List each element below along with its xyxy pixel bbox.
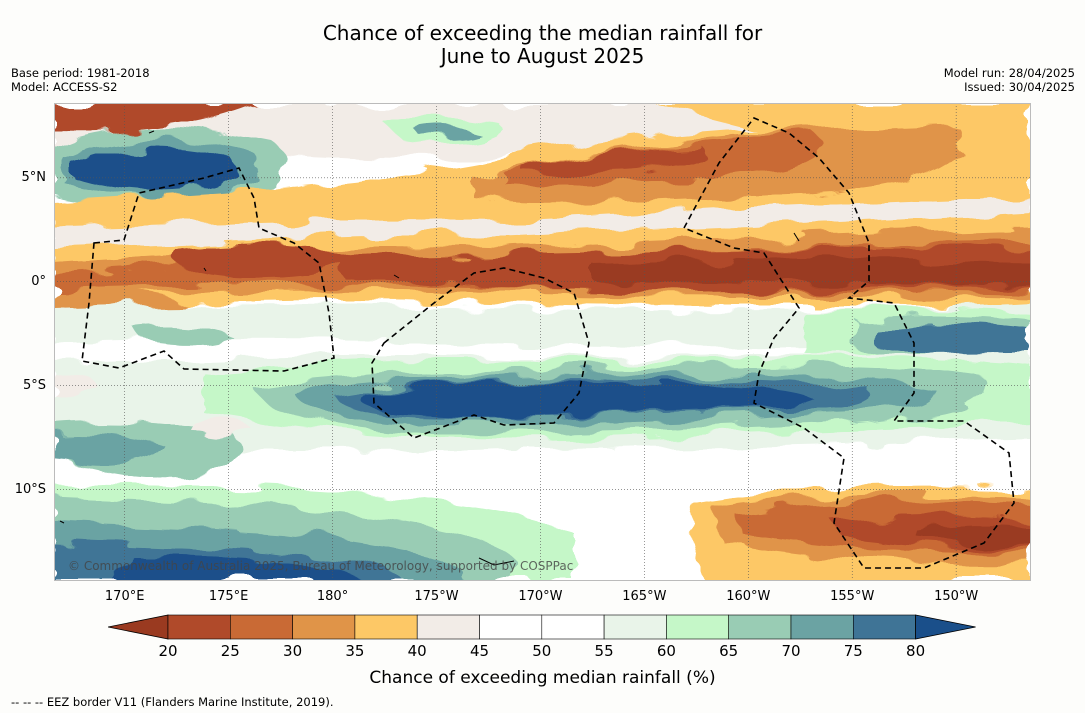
colorbar-segment bbox=[666, 614, 730, 640]
lat-label: 5°S bbox=[22, 377, 46, 393]
colorbar-segment bbox=[541, 614, 605, 640]
colorbar-tick-label: 45 bbox=[469, 642, 490, 660]
colorbar-label: Chance of exceeding median rainfall (%) bbox=[369, 668, 716, 688]
lon-label: 180° bbox=[316, 589, 349, 604]
lat-label: 0° bbox=[31, 273, 46, 289]
colorbar-tick-label: 75 bbox=[843, 642, 863, 660]
lon-label: 160°W bbox=[726, 589, 771, 604]
colorbar-segment bbox=[230, 614, 293, 640]
lon-label: 155°W bbox=[830, 589, 875, 604]
meta-left: Base period: 1981-2018 Model: ACCESS-S2 bbox=[11, 66, 150, 94]
colorbar-segment bbox=[728, 614, 792, 640]
colorbar-low-extend bbox=[108, 614, 169, 640]
colorbar-segment bbox=[167, 614, 231, 640]
colorbar-tick-label: 20 bbox=[158, 642, 178, 660]
colorbar-tick-label: 55 bbox=[594, 642, 614, 660]
model-name: Model: ACCESS-S2 bbox=[11, 80, 118, 94]
lon-label: 170°E bbox=[104, 589, 145, 604]
colorbar-tick-label: 30 bbox=[283, 642, 303, 660]
nw-dry-corner bbox=[54, 103, 254, 132]
rainfall-map bbox=[54, 103, 1031, 581]
map-frame bbox=[54, 103, 1031, 581]
lon-label: 150°W bbox=[934, 589, 979, 604]
colorbar-tick-label: 35 bbox=[345, 642, 365, 660]
title-line-1: Chance of exceeding the median rainfall … bbox=[322, 21, 763, 45]
lon-label: 175°E bbox=[208, 589, 249, 604]
title-line-2: June to August 2025 bbox=[440, 44, 645, 68]
eez-borders bbox=[81, 117, 1015, 569]
colorbar-tick-label: 50 bbox=[532, 642, 552, 660]
colorbar-tick-label: 40 bbox=[407, 642, 427, 660]
nw-wet-core bbox=[74, 148, 235, 192]
colorbar-segment bbox=[479, 614, 543, 640]
lat-label: 10°S bbox=[14, 481, 46, 497]
map-title: Chance of exceeding the median rainfall … bbox=[0, 22, 1085, 68]
meta-right: Model run: 28/04/2025 Issued: 30/04/2025 bbox=[944, 66, 1075, 94]
colorbar-segment bbox=[416, 614, 480, 640]
colorbar-tick-label: 25 bbox=[220, 642, 240, 660]
colorbar-segment bbox=[292, 614, 356, 640]
south-wet-core bbox=[360, 381, 814, 417]
colorbar-tick-label: 70 bbox=[781, 642, 801, 660]
colorbar-segment bbox=[354, 614, 418, 640]
issued-date: Issued: 30/04/2025 bbox=[964, 80, 1075, 94]
copyright-notice: © Commonwealth of Australia 2025, Bureau… bbox=[68, 559, 574, 573]
base-period: Base period: 1981-2018 bbox=[11, 66, 150, 80]
map-canvas bbox=[54, 103, 1031, 581]
lon-label: 175°W bbox=[414, 589, 459, 604]
land-outlines bbox=[59, 130, 800, 566]
eez-footnote: -- -- -- EEZ border V11 (Flanders Marine… bbox=[11, 695, 334, 709]
colorbar-tick-label: 65 bbox=[719, 642, 739, 660]
colorbar-tick-label: 60 bbox=[656, 642, 676, 660]
north-dry-core-patch bbox=[524, 148, 706, 174]
colorbar-segment bbox=[790, 614, 854, 640]
colorbar-tick-label: 80 bbox=[906, 642, 926, 660]
lon-label: 165°W bbox=[622, 589, 667, 604]
colorbar bbox=[108, 614, 976, 640]
colorbar-high-extend bbox=[915, 614, 976, 640]
rainfall-field bbox=[54, 103, 1031, 581]
lat-label: 5°N bbox=[21, 169, 47, 185]
colorbar-segment bbox=[603, 614, 667, 640]
model-run: Model run: 28/04/2025 bbox=[943, 66, 1075, 80]
colorbar-segment bbox=[852, 614, 916, 640]
gridlines bbox=[54, 103, 1031, 581]
lon-label: 170°W bbox=[518, 589, 563, 604]
equatorial-dry-core bbox=[594, 259, 1031, 285]
